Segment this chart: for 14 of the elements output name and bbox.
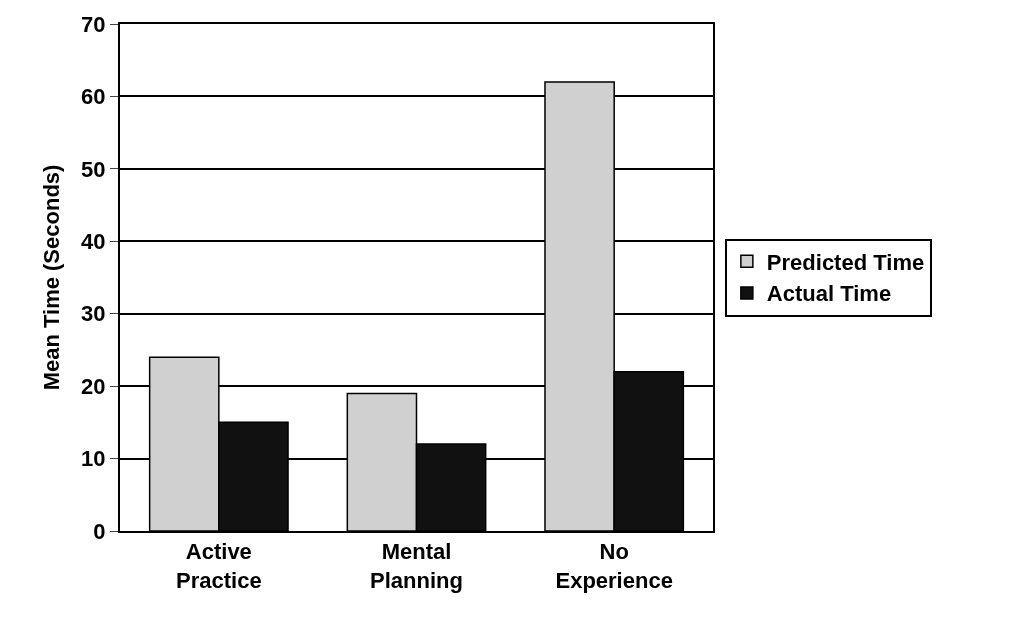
y-tick-label: 60 <box>81 84 106 110</box>
y-tick-label: 50 <box>81 156 106 182</box>
y-tick-label: 10 <box>81 446 106 472</box>
legend-label: Predicted Time <box>766 249 925 275</box>
y-tick-label: 40 <box>81 228 106 254</box>
y-tick-label: 70 <box>81 11 106 37</box>
y-tick-label: 0 <box>93 518 106 544</box>
y-tick-label: 20 <box>81 373 106 399</box>
x-tick-label: Active Practice <box>176 539 262 593</box>
x-tick-label: No Experience <box>555 539 673 593</box>
y-axis-title: Mean Time (Seconds) <box>39 164 65 391</box>
legend-label: Actual Time <box>766 281 892 307</box>
y-tick-label: 30 <box>81 301 106 327</box>
x-tick-label: Mental Planning <box>370 539 463 593</box>
